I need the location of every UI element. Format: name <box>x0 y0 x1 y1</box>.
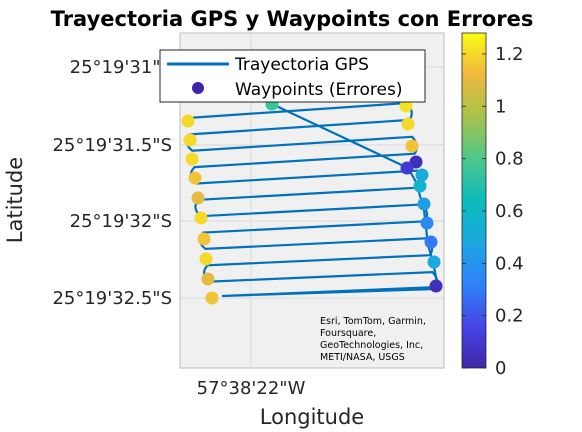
x-axis-label: Longitude <box>260 405 364 429</box>
chart-title: Trayectoria GPS y Waypoints con Errores <box>51 7 534 31</box>
y-tick-label: 25°19'32.5"S <box>52 288 172 309</box>
y-tick-label: 25°19'31"S <box>70 57 172 78</box>
y-axis-label: Latitude <box>3 157 27 243</box>
colorbar-tick-label: 0 <box>495 358 506 379</box>
attribution-line: METI/NASA, USGS <box>320 352 405 363</box>
legend-marker-swatch <box>192 82 204 94</box>
waypoint-marker <box>197 232 211 246</box>
waypoint-marker <box>191 191 205 205</box>
attribution-line: Esri, TomTom, Garmin, <box>320 316 426 327</box>
waypoint-marker <box>199 252 213 266</box>
waypoint-marker <box>194 211 208 225</box>
waypoint-marker <box>427 255 441 269</box>
y-tick-label: 25°19'32"S <box>70 211 172 232</box>
waypoint-marker <box>181 114 195 128</box>
colorbar-tick-label: 0.4 <box>495 253 524 274</box>
track-zigzag <box>185 101 439 298</box>
waypoint-marker <box>424 235 438 249</box>
waypoint-marker <box>417 197 431 211</box>
legend-label-waypoints: Waypoints (Errores) <box>235 80 402 100</box>
waypoint-marker <box>429 279 443 293</box>
colorbar-tick-label: 0.2 <box>495 306 524 327</box>
colorbar-tick-label: 0.8 <box>495 149 524 170</box>
waypoint-marker <box>401 117 415 131</box>
waypoint-marker <box>188 171 202 185</box>
waypoint-marker <box>399 99 413 113</box>
colorbar-ticks: 0 0.2 0.4 0.6 0.8 1 1.2 <box>462 44 524 379</box>
colorbar <box>461 32 487 369</box>
waypoint-marker <box>400 161 414 175</box>
colorbar-tick-label: 1 <box>495 96 506 117</box>
waypoint-marker <box>185 152 199 166</box>
x-axis-ticks: 57°38'22"W <box>197 378 306 399</box>
waypoint-marker <box>205 291 219 305</box>
colorbar-tick-label: 0.6 <box>495 201 524 222</box>
map-attribution: Esri, TomTom, Garmin, Foursquare, GeoTec… <box>315 311 442 367</box>
waypoint-marker <box>420 216 434 230</box>
y-axis-ticks: 25°19'31"S 25°19'31.5"S 25°19'32"S 25°19'32… <box>52 57 172 309</box>
waypoint-marker <box>415 168 429 182</box>
waypoint-marker <box>413 179 427 193</box>
x-tick-label: 57°38'22"W <box>197 378 306 399</box>
attribution-line: Foursquare, <box>320 328 376 339</box>
waypoint-marker <box>183 133 197 147</box>
legend-label-track: Trayectoria GPS <box>234 55 369 75</box>
legend: Trayectoria GPS Waypoints (Errores) <box>159 49 426 103</box>
attribution-line: GeoTechnologies, Inc, <box>320 340 423 351</box>
colorbar-tick-label: 1.2 <box>495 44 524 65</box>
legend-box <box>159 49 426 103</box>
waypoint-marker <box>201 272 215 286</box>
y-tick-label: 25°19'31.5"S <box>52 135 172 156</box>
waypoints-series <box>181 97 443 305</box>
waypoint-marker <box>405 139 419 153</box>
